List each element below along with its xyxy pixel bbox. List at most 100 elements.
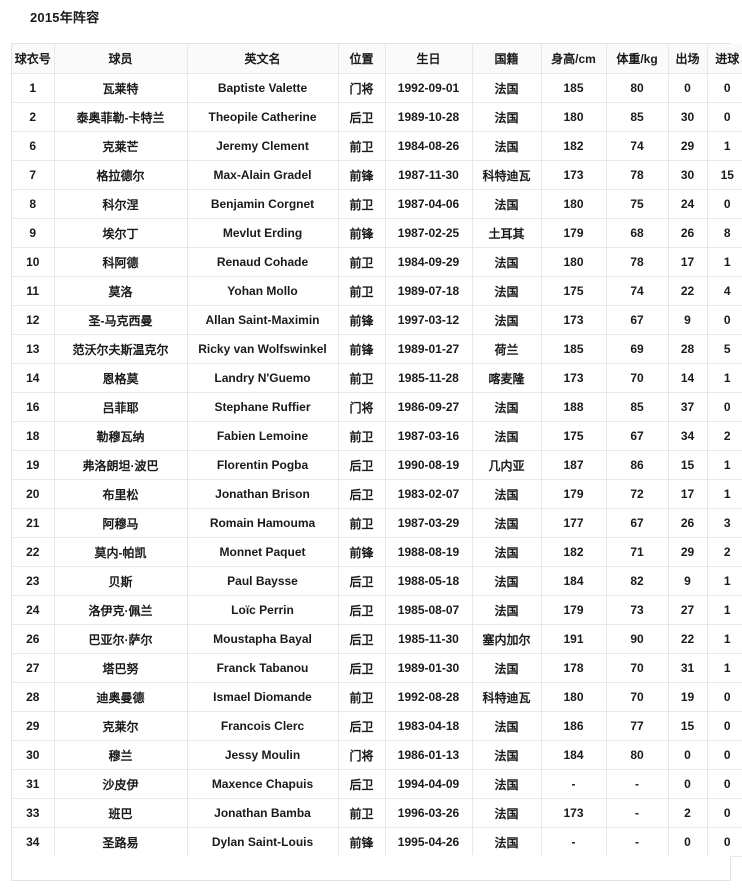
cell-position: 前锋	[338, 305, 386, 335]
cell-position: 后卫	[338, 102, 386, 132]
column-header-en_name: 英文名	[187, 44, 339, 74]
cell-nation: 法国	[472, 798, 542, 828]
cell-weight: 70	[606, 682, 669, 712]
cell-goals: 0	[707, 769, 742, 799]
cell-nation: 法国	[472, 740, 542, 770]
cell-en_name: Jeremy Clement	[187, 131, 339, 161]
cell-apps: 30	[668, 160, 708, 190]
table-row: 2 泰奥菲勒-卡特兰 Theopile Catherine 后卫 1989-10-28 法…	[12, 102, 742, 132]
cell-weight: 67	[606, 305, 669, 335]
cell-nation: 法国	[472, 276, 542, 306]
cell-birth: 1983-02-07	[385, 479, 473, 509]
table-row: 18 勒穆瓦纳 Fabien Lemoine 前卫 1987-03-16 法国 175 67 3…	[12, 421, 742, 451]
cell-weight: 78	[606, 160, 669, 190]
table-row: 31 沙皮伊 Maxence Chapuis 后卫 1994-04-09 法国 - -0 0	[12, 769, 742, 799]
column-header-goals: 进球	[707, 44, 742, 74]
cell-goals: 2	[707, 421, 742, 451]
cell-nation: 法国	[472, 827, 542, 857]
cell-en_name: Franck Tabanou	[187, 653, 339, 683]
cell-nation: 法国	[472, 421, 542, 451]
cell-number: 11	[12, 276, 55, 306]
cell-apps: 22	[668, 276, 708, 306]
cell-goals: 15	[707, 160, 742, 190]
column-header-height: 身高/cm	[541, 44, 607, 74]
cell-number: 29	[12, 711, 55, 741]
cell-number: 21	[12, 508, 55, 538]
cell-number: 18	[12, 421, 55, 451]
cell-position: 门将	[338, 73, 386, 103]
table-row: 14 恩格莫 Landry N'Guemo 前卫 1985-11-28 喀麦隆 173 70 1…	[12, 363, 742, 393]
cell-goals: 1	[707, 363, 742, 393]
cell-en_name: Jonathan Brison	[187, 479, 339, 509]
cell-weight: 80	[606, 73, 669, 103]
table-footer-band	[11, 855, 731, 881]
cell-en_name: Fabien Lemoine	[187, 421, 339, 451]
cell-cn_name: 莫内-帕凯	[54, 537, 188, 567]
cell-position: 门将	[338, 392, 386, 422]
cell-weight: 70	[606, 653, 669, 683]
cell-cn_name: 巴亚尔·萨尔	[54, 624, 188, 654]
cell-birth: 1985-11-28	[385, 363, 473, 393]
cell-goals: 0	[707, 189, 742, 219]
cell-cn_name: 贝斯	[54, 566, 188, 596]
cell-goals: 0	[707, 73, 742, 103]
table-row: 19 弗洛朗坦·波巴 Florentin Pogba 后卫 1990-08-19 几内亚 1…	[12, 450, 742, 480]
cell-birth: 1985-08-07	[385, 595, 473, 625]
cell-height: 173	[541, 160, 607, 190]
cell-number: 26	[12, 624, 55, 654]
column-header-number: 球衣号	[12, 44, 55, 74]
page-title: 2015年阵容	[30, 10, 100, 25]
cell-en_name: Theopile Catherine	[187, 102, 339, 132]
cell-cn_name: 塔巴努	[54, 653, 188, 683]
cell-weight: 86	[606, 450, 669, 480]
cell-height: 179	[541, 479, 607, 509]
cell-apps: 28	[668, 334, 708, 364]
cell-goals: 3	[707, 508, 742, 538]
cell-position: 前卫	[338, 276, 386, 306]
table-row: 1 瓦莱特 Baptiste Valette 门将 1992-09-01 法国 185 80 0…	[12, 73, 742, 103]
cell-apps: 37	[668, 392, 708, 422]
cell-weight: 67	[606, 508, 669, 538]
cell-nation: 塞内加尔	[472, 624, 542, 654]
cell-weight: 85	[606, 392, 669, 422]
cell-weight: -	[606, 798, 669, 828]
cell-number: 1	[12, 73, 55, 103]
column-header-cn_name: 球员	[54, 44, 188, 74]
cell-goals: 0	[707, 827, 742, 857]
cell-nation: 几内亚	[472, 450, 542, 480]
cell-number: 16	[12, 392, 55, 422]
cell-height: 187	[541, 450, 607, 480]
cell-position: 前卫	[338, 363, 386, 393]
cell-weight: 72	[606, 479, 669, 509]
cell-apps: 2	[668, 798, 708, 828]
cell-apps: 34	[668, 421, 708, 451]
cell-number: 20	[12, 479, 55, 509]
cell-nation: 法国	[472, 247, 542, 277]
cell-apps: 17	[668, 479, 708, 509]
cell-en_name: Paul Baysse	[187, 566, 339, 596]
cell-en_name: Ricky van Wolfswinkel	[187, 334, 339, 364]
cell-cn_name: 弗洛朗坦·波巴	[54, 450, 188, 480]
cell-birth: 1988-05-18	[385, 566, 473, 596]
table-row: 29 克莱尔 Francois Clerc 后卫 1983-04-18 法国 186 77 15…	[12, 711, 742, 741]
cell-apps: 19	[668, 682, 708, 712]
cell-birth: 1989-01-30	[385, 653, 473, 683]
cell-birth: 1984-08-26	[385, 131, 473, 161]
table-row: 27 塔巴努 Franck Tabanou 后卫 1989-01-30 法国 178 70 31…	[12, 653, 742, 683]
cell-position: 后卫	[338, 595, 386, 625]
cell-apps: 9	[668, 305, 708, 335]
cell-weight: 74	[606, 131, 669, 161]
cell-goals: 1	[707, 595, 742, 625]
cell-birth: 1983-04-18	[385, 711, 473, 741]
cell-number: 6	[12, 131, 55, 161]
cell-position: 后卫	[338, 450, 386, 480]
cell-birth: 1989-01-27	[385, 334, 473, 364]
cell-birth: 1986-01-13	[385, 740, 473, 770]
cell-weight: 80	[606, 740, 669, 770]
column-header-position: 位置	[338, 44, 386, 74]
cell-en_name: Max-Alain Gradel	[187, 160, 339, 190]
cell-weight: 90	[606, 624, 669, 654]
cell-goals: 0	[707, 102, 742, 132]
cell-goals: 1	[707, 653, 742, 683]
cell-cn_name: 圣-马克西曼	[54, 305, 188, 335]
